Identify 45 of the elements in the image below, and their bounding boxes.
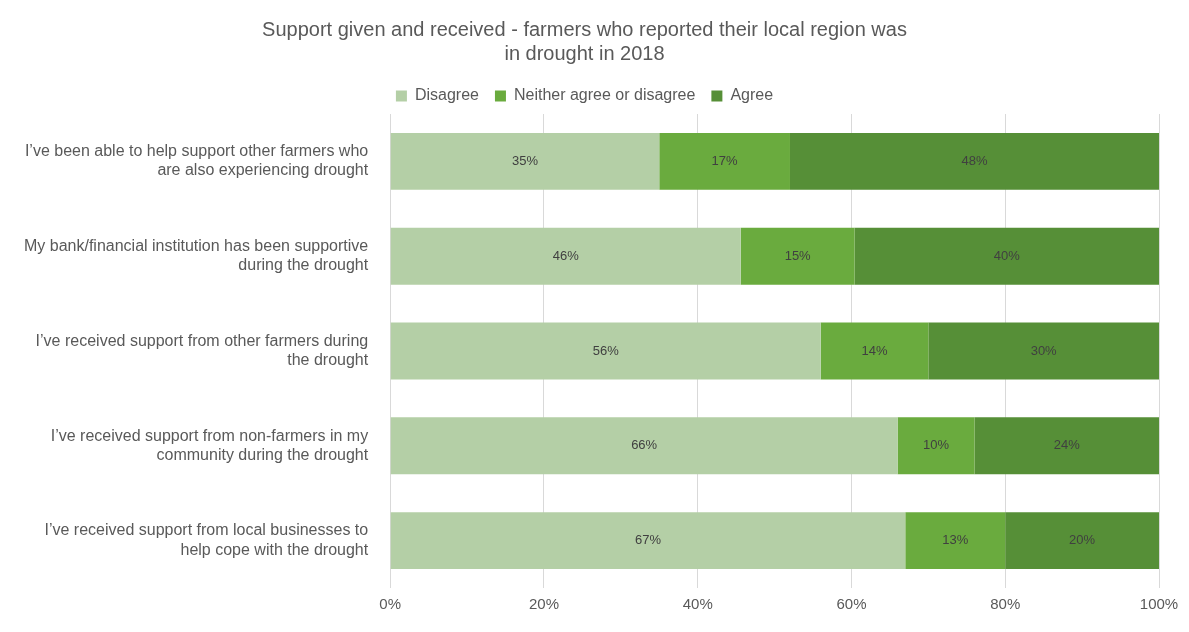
data-label: 56%	[592, 342, 620, 358]
data-label: 67%	[634, 532, 662, 548]
y-tick-label: I’ve received support from other farmers during the drought	[35, 331, 369, 369]
x-tick-label: 100%	[1139, 595, 1179, 613]
data-label: 10%	[923, 437, 950, 453]
data-label: 48%	[961, 152, 988, 168]
y-tick-label: My bank/financial institution has been supportive during the drought	[24, 237, 369, 274]
x-tick-label: 0%	[379, 595, 402, 613]
x-tick-label: 80%	[990, 595, 1021, 613]
legend-label: Disagree	[414, 86, 480, 104]
y-tick-label: I’ve received support from non-farmers in my community during the drought	[50, 426, 369, 463]
bar	[390, 322, 821, 380]
bar	[1005, 512, 1159, 570]
bar	[390, 132, 660, 190]
bar	[740, 227, 855, 285]
x-tick-label: 40%	[682, 595, 713, 613]
data-label: 20%	[1069, 532, 1096, 548]
y-tick-label: I’ve been able to help support other farmers who are also experiencing drought	[24, 142, 369, 179]
data-label: 30%	[1030, 342, 1058, 358]
data-label: 15%	[784, 247, 812, 263]
data-label: 40%	[993, 247, 1021, 263]
data-label: 24%	[1053, 437, 1081, 453]
data-label: 46%	[552, 247, 580, 263]
legend-label: Neither agree or disagree	[513, 86, 696, 104]
chart-title: Support given and received - farmers who reported their local region was in drought in 2018	[262, 17, 907, 64]
data-label: 17%	[711, 152, 739, 168]
bar	[905, 512, 1006, 570]
data-label: 35%	[511, 152, 539, 168]
bar	[390, 512, 906, 570]
bar	[928, 322, 1159, 380]
bar	[854, 227, 1159, 285]
data-label: 66%	[631, 437, 658, 453]
data-label: 13%	[942, 532, 969, 548]
bar	[820, 322, 929, 380]
bar	[390, 227, 741, 285]
data-label: 14%	[861, 342, 888, 358]
bar	[390, 417, 898, 475]
bar	[974, 417, 1159, 475]
x-tick-label: 20%	[528, 595, 559, 613]
y-tick-label: I’ve received support from local businesses to help cope with the drought	[44, 521, 369, 558]
bar	[789, 132, 1159, 190]
legend-label: Agree	[730, 86, 774, 104]
bar	[897, 417, 975, 475]
x-tick-label: 60%	[836, 595, 867, 613]
bar	[659, 132, 790, 190]
